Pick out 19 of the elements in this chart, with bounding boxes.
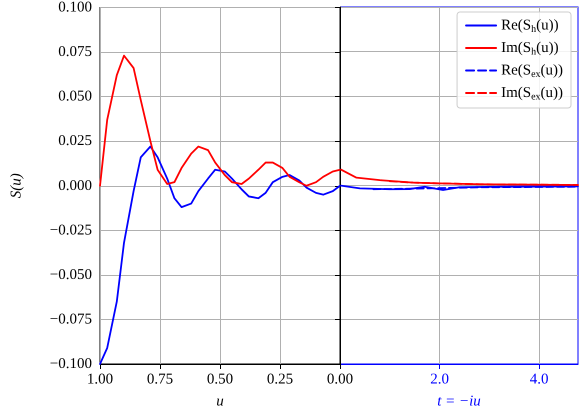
x-tick-label: 1.00 [86, 372, 114, 388]
y-tick-label: −0.075 [50, 311, 92, 328]
x-tick-label: 2.0 [430, 372, 449, 388]
y-axis-title: S(u) [8, 173, 24, 198]
x-tick-label: 0.75 [146, 372, 174, 388]
y-tick-label: 0.075 [58, 44, 92, 60]
x-tick-label: 0.50 [206, 372, 234, 388]
y-tick-label: 0.100 [58, 0, 92, 16]
x-axis-title: t = −iu [437, 394, 481, 410]
x-axis-title: u [216, 394, 224, 410]
y-tick-label: 0.025 [58, 133, 92, 150]
y-tick-label: 0.000 [58, 178, 92, 194]
y-tick-label: −0.100 [50, 356, 92, 372]
y-tick-label: −0.025 [50, 222, 92, 238]
x-tick-label: 0.25 [266, 372, 294, 388]
x-tick-label: 4.0 [530, 372, 549, 388]
y-tick-label: 0.050 [58, 88, 92, 105]
y-tick-label: −0.050 [50, 266, 92, 283]
x-tick-label: 0.00 [326, 372, 354, 388]
